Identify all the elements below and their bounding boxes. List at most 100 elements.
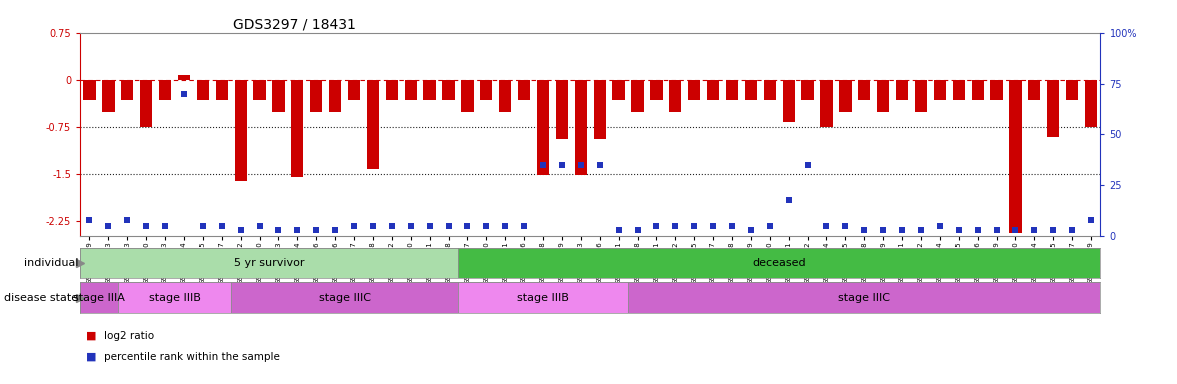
Point <box>231 227 250 233</box>
Point <box>401 223 420 229</box>
Bar <box>178 74 191 79</box>
Point <box>873 227 892 233</box>
Bar <box>971 79 984 99</box>
Point <box>307 227 326 233</box>
Point <box>496 223 514 229</box>
Point <box>420 223 439 229</box>
Bar <box>629 282 1100 313</box>
Bar <box>102 79 114 112</box>
Bar <box>1010 79 1022 233</box>
Bar <box>197 79 210 99</box>
Point <box>704 223 723 229</box>
Bar <box>858 79 871 99</box>
Bar <box>877 79 890 112</box>
Point <box>666 223 685 229</box>
Text: stage IIIB: stage IIIB <box>517 293 568 303</box>
Point <box>892 227 911 233</box>
Bar <box>707 79 719 99</box>
Point <box>1044 227 1063 233</box>
Bar <box>291 79 304 177</box>
Point <box>270 227 288 233</box>
Bar <box>215 79 228 99</box>
Bar <box>802 79 813 99</box>
Text: stage IIIC: stage IIIC <box>838 293 890 303</box>
Bar <box>896 79 909 99</box>
Point <box>383 223 401 229</box>
Bar <box>933 79 946 99</box>
Text: stage IIIB: stage IIIB <box>148 293 200 303</box>
Text: ■: ■ <box>86 352 97 362</box>
Text: deceased: deceased <box>752 258 806 268</box>
Bar <box>764 79 776 99</box>
Point <box>364 223 383 229</box>
Point <box>251 223 270 229</box>
Bar <box>458 282 629 313</box>
Point <box>571 162 590 168</box>
Point <box>99 223 118 229</box>
Bar <box>443 79 454 99</box>
Bar <box>424 79 435 99</box>
Bar <box>990 79 1003 99</box>
Point <box>326 227 345 233</box>
Text: disease state: disease state <box>4 293 78 303</box>
Bar <box>330 79 341 112</box>
Point <box>836 223 855 229</box>
Point <box>723 223 742 229</box>
Bar <box>593 79 606 139</box>
Bar <box>140 79 152 127</box>
Bar <box>159 79 171 99</box>
Point <box>288 227 307 233</box>
Bar <box>272 79 285 112</box>
Point <box>911 227 930 233</box>
Point <box>118 217 137 223</box>
Text: percentile rank within the sample: percentile rank within the sample <box>104 352 279 362</box>
Point <box>950 227 969 233</box>
Bar <box>499 79 511 112</box>
Bar <box>726 79 738 99</box>
Point <box>817 223 836 229</box>
Bar <box>480 79 492 99</box>
Bar <box>670 79 681 112</box>
Bar <box>405 79 417 99</box>
Bar <box>783 79 794 122</box>
Text: individual: individual <box>24 258 78 268</box>
Point <box>685 223 704 229</box>
Text: log2 ratio: log2 ratio <box>104 331 154 341</box>
Bar <box>689 79 700 99</box>
Point <box>193 223 212 229</box>
Point <box>514 223 533 229</box>
Bar <box>820 79 832 127</box>
Point <box>552 162 571 168</box>
Bar <box>537 79 550 175</box>
Bar <box>631 79 644 112</box>
Bar <box>915 79 927 112</box>
Bar <box>574 79 587 175</box>
Point <box>969 227 988 233</box>
Bar <box>234 79 247 181</box>
Bar <box>386 79 398 99</box>
Point <box>798 162 817 168</box>
Point <box>931 223 950 229</box>
Point <box>742 227 760 233</box>
Point <box>477 223 496 229</box>
Point <box>1025 227 1044 233</box>
Text: GDS3297 / 18431: GDS3297 / 18431 <box>233 18 355 31</box>
Bar <box>1066 79 1078 99</box>
Point <box>779 197 798 203</box>
Point <box>345 223 364 229</box>
Point <box>988 227 1006 233</box>
Bar <box>612 79 625 99</box>
Point <box>1006 227 1025 233</box>
Bar <box>461 79 473 112</box>
Point <box>439 223 458 229</box>
Point <box>647 223 666 229</box>
Point <box>155 223 174 229</box>
Text: stage IIIC: stage IIIC <box>319 293 371 303</box>
Bar <box>84 79 95 99</box>
Bar <box>253 79 266 99</box>
Bar <box>310 79 322 112</box>
Text: 5 yr survivor: 5 yr survivor <box>234 258 305 268</box>
Bar <box>348 79 360 99</box>
Point <box>137 223 155 229</box>
Text: ■: ■ <box>86 331 97 341</box>
